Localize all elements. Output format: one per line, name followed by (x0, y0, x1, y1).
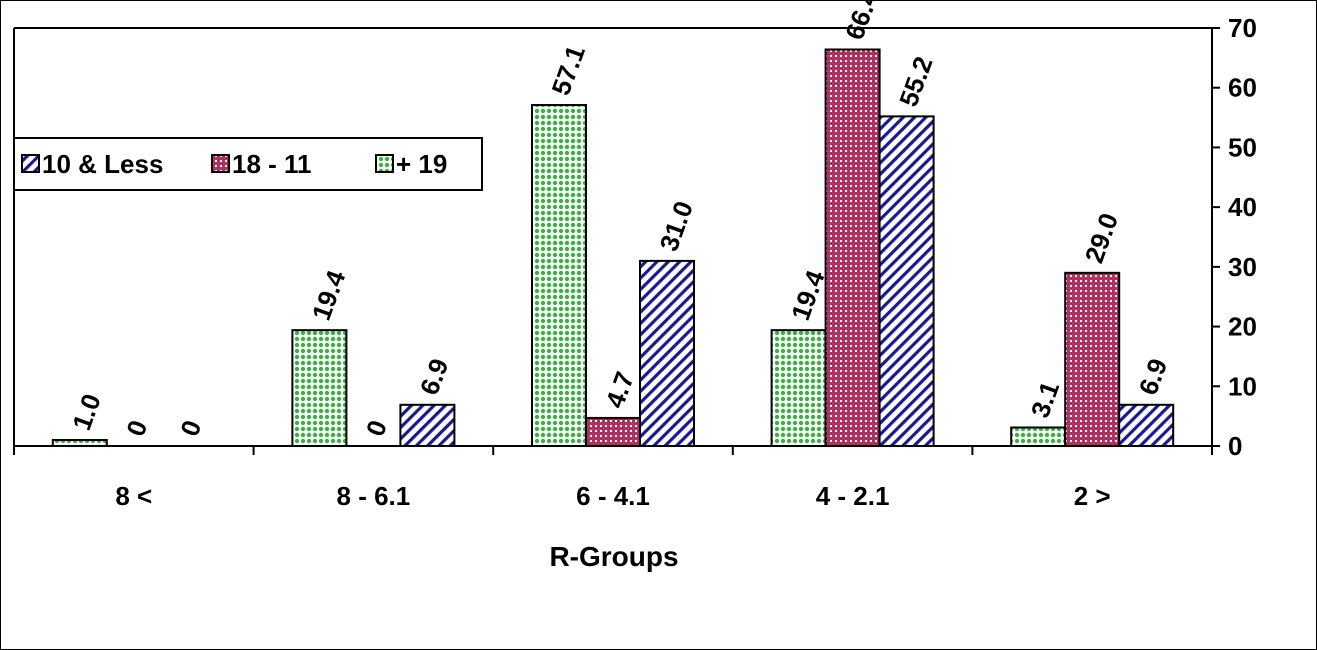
legend: 10 & Less 18 - 11 + 19 (14, 138, 482, 190)
data-label: 0 (360, 416, 393, 440)
bar (586, 418, 640, 446)
data-label: 0 (174, 416, 207, 440)
bar (400, 405, 454, 446)
bar (772, 330, 826, 446)
data-label: 29.0 (1079, 209, 1125, 267)
category-label: 8 - 6.1 (337, 481, 411, 511)
x-axis-title: R-Groups (549, 541, 678, 572)
data-label: 3.1 (1025, 377, 1066, 421)
legend-swatch (212, 155, 229, 172)
data-label: 55.2 (893, 53, 939, 111)
data-label: 4.7 (599, 368, 640, 412)
data-label: 19.4 (785, 266, 831, 324)
bar (532, 105, 586, 446)
y-tick-label: 10 (1228, 371, 1257, 401)
y-tick-label: 0 (1228, 431, 1242, 461)
legend-swatch (376, 155, 393, 172)
data-label: 6.9 (1133, 355, 1174, 399)
y-tick-label: 70 (1228, 13, 1257, 43)
bar (1065, 273, 1119, 446)
y-tick-label: 40 (1228, 192, 1257, 222)
legend-label: + 19 (396, 149, 447, 179)
legend-swatch (22, 155, 39, 172)
legend-label: 10 & Less (42, 149, 163, 179)
data-label: 31.0 (653, 197, 699, 255)
y-tick-label: 30 (1228, 252, 1257, 282)
bar (53, 440, 107, 446)
bar (640, 261, 694, 446)
bar (1011, 427, 1065, 446)
category-label: 2 > (1074, 481, 1111, 511)
data-label: 1.0 (66, 390, 107, 434)
category-label: 4 - 2.1 (816, 481, 890, 511)
data-label: 0 (120, 416, 153, 440)
category-label: 6 - 4.1 (576, 481, 650, 511)
bar (1119, 405, 1173, 446)
bar (880, 116, 934, 446)
y-tick-label: 20 (1228, 312, 1257, 342)
bar (292, 330, 346, 446)
category-label: 8 < (115, 481, 152, 511)
data-label: 19.4 (306, 266, 352, 324)
data-label: 66.4 (839, 0, 885, 44)
data-label: 6.9 (414, 355, 455, 399)
y-tick-label: 60 (1228, 73, 1257, 103)
data-label: 57.1 (545, 41, 591, 99)
bar (826, 49, 880, 446)
legend-label: 18 - 11 (232, 149, 312, 179)
y-tick-label: 50 (1228, 132, 1257, 162)
